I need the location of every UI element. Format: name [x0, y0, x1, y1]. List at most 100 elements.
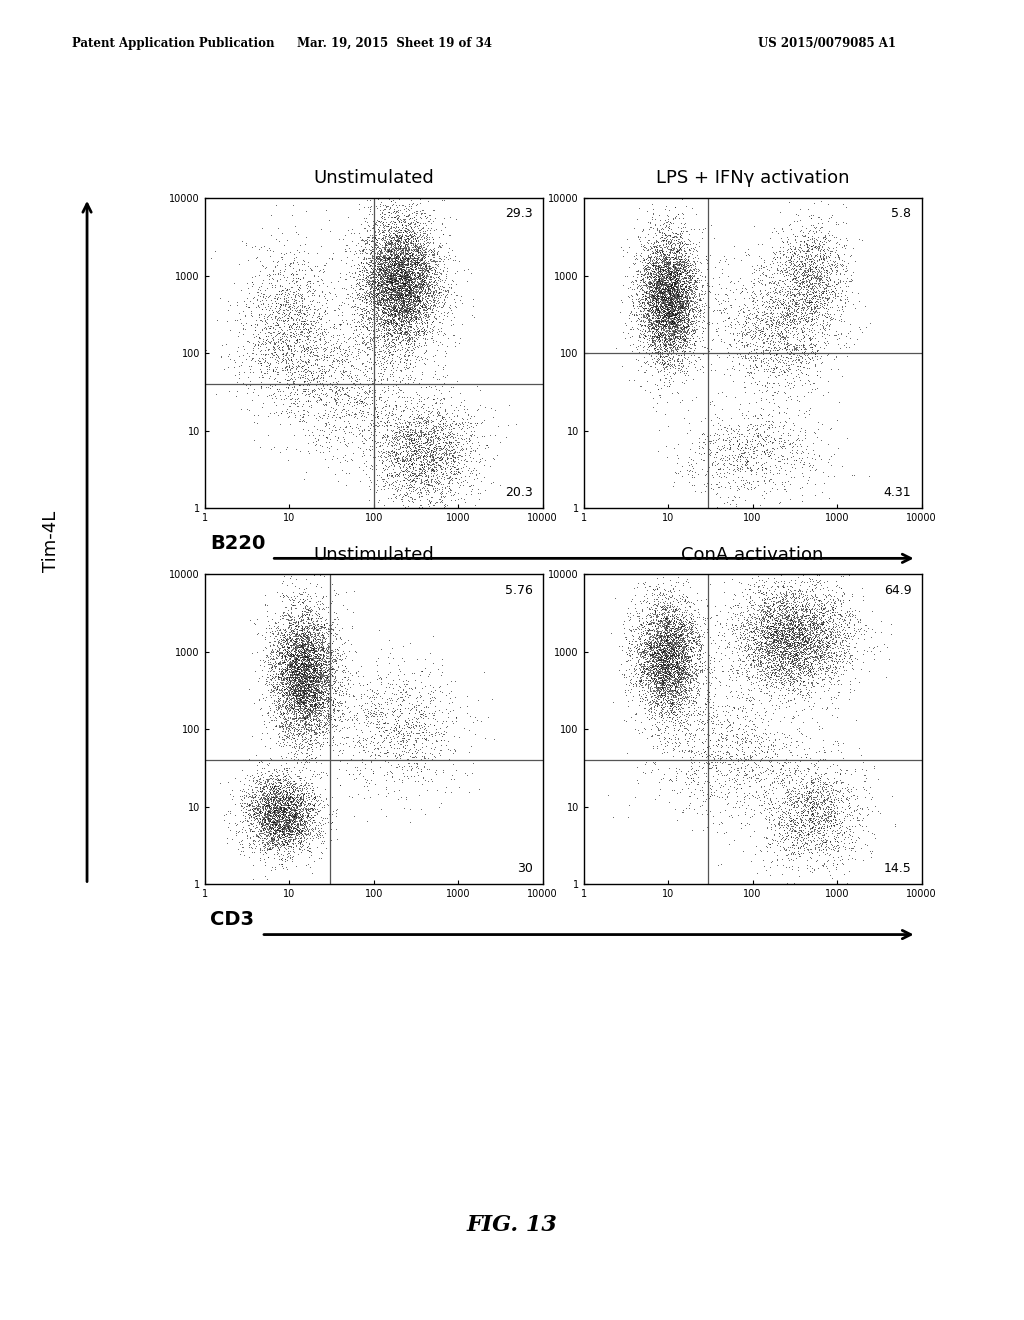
Point — [702, 338, 719, 359]
Point — [415, 263, 431, 284]
Point — [825, 838, 842, 859]
Point — [275, 787, 292, 808]
Point — [659, 354, 676, 375]
Point — [239, 793, 255, 814]
Point — [389, 247, 406, 268]
Point — [360, 397, 377, 418]
Point — [295, 715, 311, 737]
Point — [346, 715, 362, 737]
Point — [679, 616, 695, 638]
Point — [656, 293, 673, 314]
Point — [648, 230, 665, 251]
Point — [659, 668, 676, 689]
Point — [792, 210, 808, 231]
Point — [777, 631, 794, 652]
Point — [645, 288, 662, 309]
Point — [329, 700, 345, 721]
Point — [434, 442, 451, 463]
Point — [675, 586, 691, 607]
Point — [656, 286, 673, 308]
Point — [648, 282, 665, 304]
Point — [691, 269, 708, 290]
Point — [420, 438, 436, 459]
Point — [393, 293, 410, 314]
Point — [675, 277, 691, 298]
Point — [779, 690, 796, 711]
Point — [642, 664, 658, 685]
Point — [775, 314, 792, 335]
Point — [653, 678, 670, 700]
Point — [743, 597, 760, 618]
Point — [656, 261, 673, 282]
Point — [679, 623, 695, 644]
Point — [766, 609, 782, 630]
Point — [645, 317, 662, 338]
Point — [671, 665, 687, 686]
Point — [812, 813, 828, 834]
Point — [640, 661, 656, 682]
Point — [764, 236, 780, 257]
Point — [376, 317, 392, 338]
Point — [733, 319, 750, 341]
Point — [302, 636, 318, 657]
Point — [710, 747, 726, 768]
Point — [403, 766, 420, 787]
Point — [391, 304, 408, 325]
Point — [290, 680, 306, 701]
Point — [252, 796, 268, 817]
Point — [650, 315, 667, 337]
Point — [408, 236, 424, 257]
Point — [695, 634, 712, 655]
Point — [667, 279, 683, 300]
Point — [327, 425, 343, 446]
Point — [339, 436, 355, 457]
Point — [270, 814, 287, 836]
Point — [782, 675, 799, 696]
Point — [652, 651, 669, 672]
Point — [775, 326, 792, 347]
Point — [389, 737, 406, 758]
Point — [807, 577, 823, 598]
Point — [769, 630, 785, 651]
Point — [655, 264, 672, 285]
Point — [659, 260, 676, 281]
Point — [641, 259, 657, 280]
Point — [265, 780, 282, 801]
Point — [376, 342, 392, 363]
Point — [388, 257, 404, 279]
Point — [399, 339, 416, 360]
Point — [244, 355, 260, 376]
Point — [672, 619, 688, 640]
Point — [732, 747, 749, 768]
Point — [238, 801, 254, 822]
Point — [676, 255, 692, 276]
Point — [266, 822, 283, 843]
Point — [386, 264, 402, 285]
Point — [344, 449, 360, 470]
Point — [745, 296, 762, 317]
Point — [400, 272, 417, 293]
Point — [681, 315, 697, 337]
Point — [780, 618, 797, 639]
Point — [855, 770, 871, 791]
Point — [639, 611, 655, 632]
Point — [630, 308, 646, 329]
Point — [686, 668, 702, 689]
Point — [434, 356, 451, 378]
Point — [730, 436, 746, 457]
Point — [650, 667, 667, 688]
Point — [297, 804, 313, 825]
Point — [804, 236, 820, 257]
Point — [294, 619, 310, 640]
Point — [446, 686, 463, 708]
Point — [649, 260, 666, 281]
Point — [348, 319, 365, 341]
Point — [361, 277, 378, 298]
Point — [391, 675, 408, 696]
Point — [378, 285, 394, 306]
Point — [287, 677, 303, 698]
Point — [643, 694, 659, 715]
Point — [660, 285, 677, 306]
Point — [369, 257, 385, 279]
Point — [259, 722, 275, 743]
